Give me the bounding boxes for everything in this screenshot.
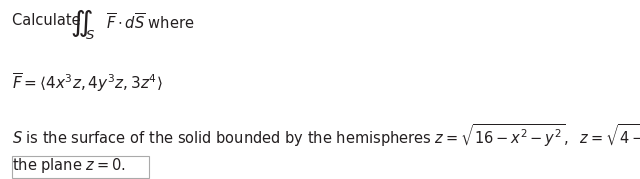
Text: $\iint$: $\iint$ xyxy=(70,7,93,39)
Text: $\overline{F} = \langle 4x^3z, 4y^3z, 3z^4 \rangle$: $\overline{F} = \langle 4x^3z, 4y^3z, 3z… xyxy=(12,72,163,94)
FancyBboxPatch shape xyxy=(12,156,149,178)
Text: Calculate: Calculate xyxy=(12,13,84,28)
Text: $S$ is the surface of the solid bounded by the hemispheres $z = \sqrt{16 - x^2 -: $S$ is the surface of the solid bounded … xyxy=(12,122,640,149)
Text: $S$: $S$ xyxy=(85,29,95,42)
Text: $\overline{F} \cdot d\overline{S}$ where: $\overline{F} \cdot d\overline{S}$ where xyxy=(106,13,195,33)
Text: the plane $z = 0.$: the plane $z = 0.$ xyxy=(12,156,125,175)
